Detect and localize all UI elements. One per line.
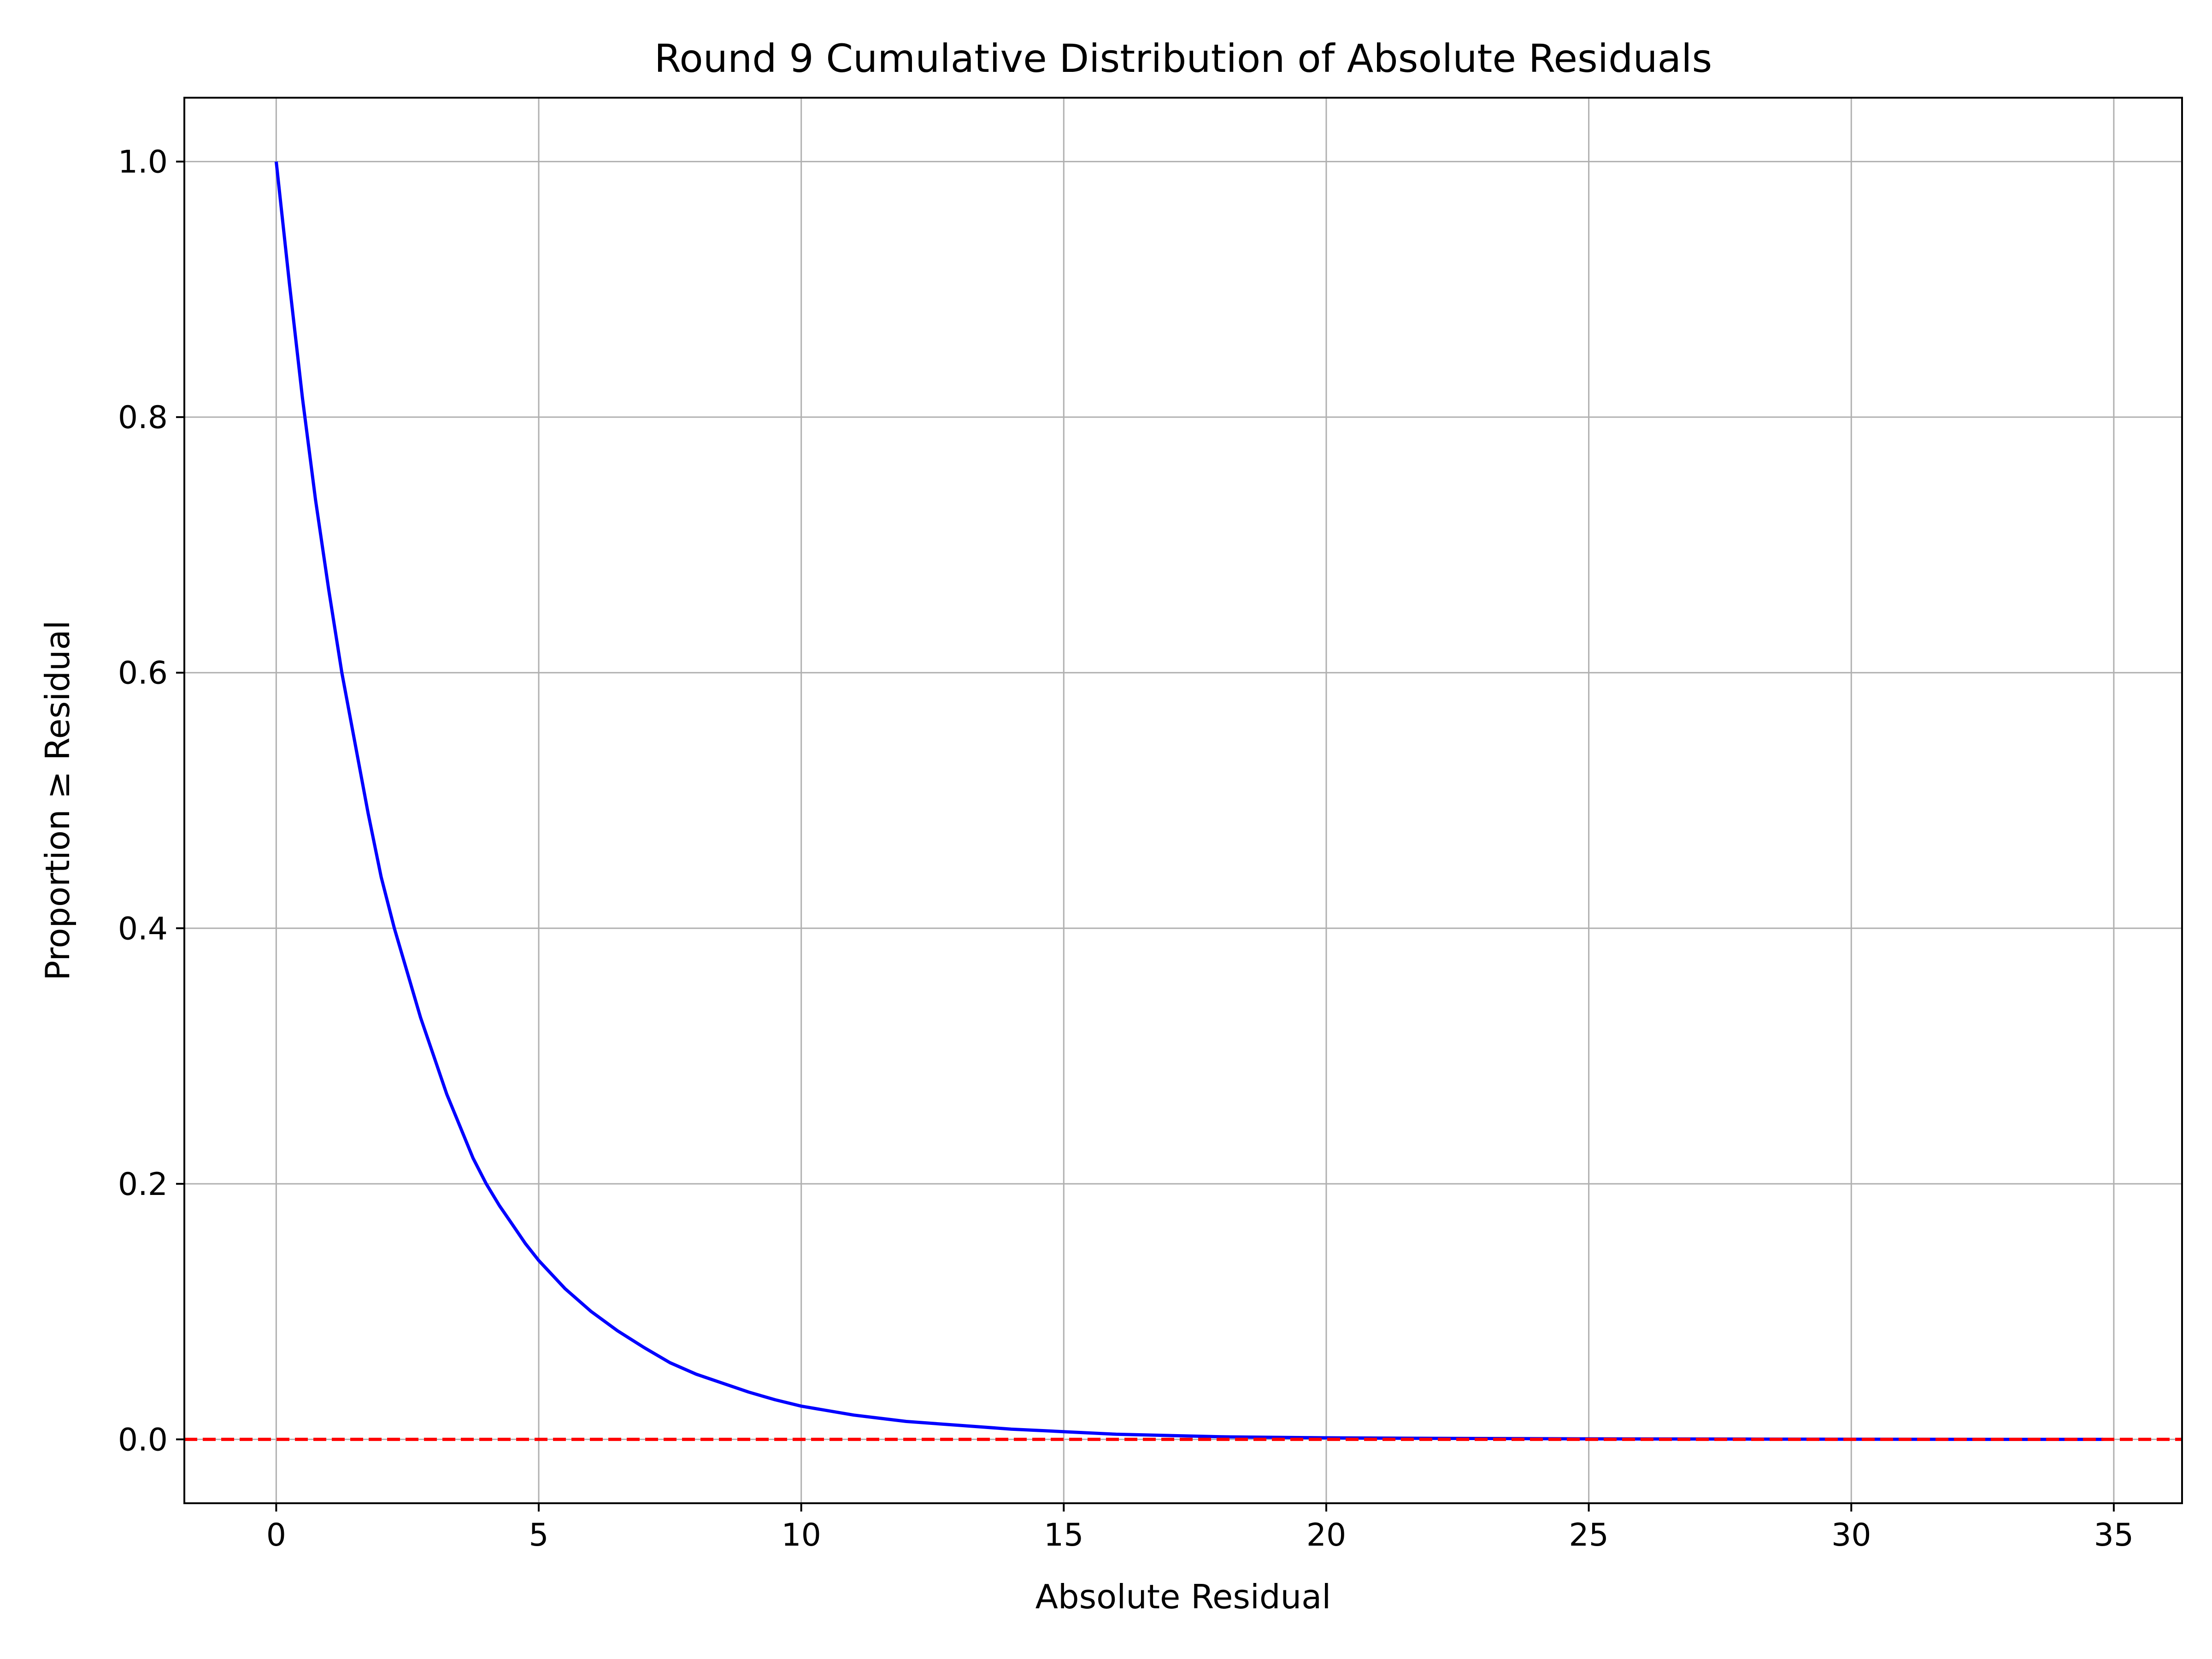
x-tick-label: 0 [266,1517,286,1553]
x-tick-label: 5 [529,1517,548,1553]
y-tick-label: 0.4 [118,911,168,947]
x-tick-label: 25 [1569,1517,1609,1553]
chart-title: Round 9 Cumulative Distribution of Absol… [654,36,1712,81]
y-tick-label: 0.2 [118,1166,168,1203]
x-axis-label: Absolute Residual [1035,1577,1331,1616]
x-tick-label: 30 [1831,1517,1871,1553]
ticks: 0 5 10 15 20 25 30 35 0.0 0.2 0.4 0.6 0.8 1.0 [118,144,2134,1553]
y-tick-label: 0.6 [118,655,168,692]
y-tick-label: 0.8 [118,400,168,436]
y-axis-label: Proportion ≥ Residual [38,620,77,981]
x-tick-label: 20 [1306,1517,1347,1553]
series-layer [184,161,2182,1441]
x-tick-label: 35 [2094,1517,2134,1553]
x-tick-label: 15 [1044,1517,1084,1553]
grid-lines [184,98,2182,1503]
cumulative-residual-line [274,161,2104,1441]
x-tick-label: 10 [781,1517,821,1553]
axes-frame [183,97,2183,1504]
y-tick-label: 0.0 [118,1422,168,1458]
y-tick-label: 1.0 [118,144,168,181]
